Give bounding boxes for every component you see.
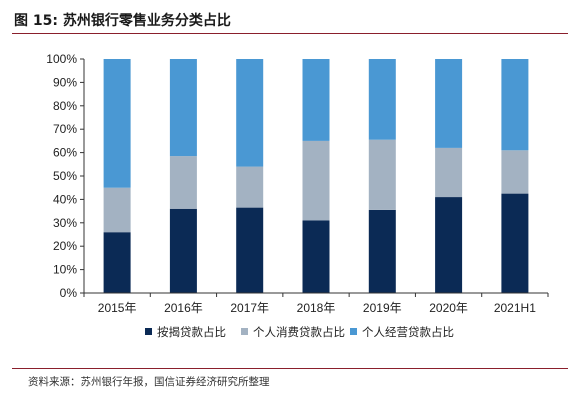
- legend: 按揭贷款占比 个人消费贷款占比 个人经营贷款占比: [145, 325, 454, 339]
- y-tick-label: 20%: [53, 239, 77, 253]
- axes-group: 0% 10% 20% 30% 40% 50% 60% 70% 80% 90% 100% 2015年 20…: [46, 52, 549, 315]
- x-tick-label: 2021H1: [494, 301, 536, 315]
- bar-2-3: [236, 166, 264, 208]
- x-tick-label: 2015年: [98, 301, 137, 315]
- bar-1-1: [103, 232, 131, 293]
- x-tick-label: 2016年: [164, 301, 203, 315]
- y-tick-label: 30%: [53, 216, 77, 230]
- bar-3-4: [302, 59, 330, 141]
- title-divider: [12, 33, 568, 34]
- legend-label-3: 个人经营贷款占比: [362, 325, 454, 339]
- y-tick-label: 80%: [53, 99, 77, 113]
- bar-3-3: [236, 59, 264, 167]
- x-tick-label: 2018年: [297, 301, 336, 315]
- bar-3-2: [169, 59, 197, 157]
- bar-2-5: [368, 139, 396, 210]
- bar-1-2: [169, 208, 197, 293]
- bar-3-1: [103, 59, 131, 188]
- bar-1-5: [368, 209, 396, 293]
- x-tick-label: 2017年: [230, 301, 269, 315]
- legend-swatch-2: [241, 328, 248, 335]
- y-tick-label: 60%: [53, 146, 77, 160]
- legend-label-2: 个人消费贷款占比: [253, 325, 345, 339]
- legend-swatch-3: [350, 328, 357, 335]
- y-tick-label: 0%: [60, 286, 78, 300]
- bar-2-7: [501, 150, 529, 194]
- bar-2-6: [435, 147, 463, 197]
- source-divider: [12, 368, 568, 369]
- y-tick-label: 100%: [46, 52, 77, 66]
- bars-group: [103, 59, 529, 293]
- bar-1-6: [435, 197, 463, 293]
- x-tick-label: 2020年: [429, 301, 468, 315]
- legend-label-1: 按揭贷款占比: [157, 325, 226, 339]
- bar-1-3: [236, 207, 264, 293]
- source-note: 资料来源：苏州银行年报，国信证券经济研究所整理: [28, 376, 270, 388]
- y-tick-label: 40%: [53, 192, 77, 206]
- y-tick-label: 10%: [53, 263, 77, 277]
- figure-title: 图 15: 苏州银行零售业务分类占比: [14, 13, 231, 29]
- bar-1-7: [501, 193, 529, 293]
- legend-swatch-1: [145, 328, 152, 335]
- bar-3-7: [501, 59, 529, 151]
- bar-3-5: [368, 59, 396, 140]
- bar-2-2: [169, 156, 197, 209]
- y-tick-label: 90%: [53, 75, 77, 89]
- y-tick-label: 70%: [53, 122, 77, 136]
- y-tick-label: 50%: [53, 169, 77, 183]
- bar-1-4: [302, 220, 330, 293]
- x-tick-label: 2019年: [363, 301, 402, 315]
- bar-3-6: [435, 59, 463, 148]
- bar-2-1: [103, 187, 131, 233]
- bar-2-4: [302, 140, 330, 221]
